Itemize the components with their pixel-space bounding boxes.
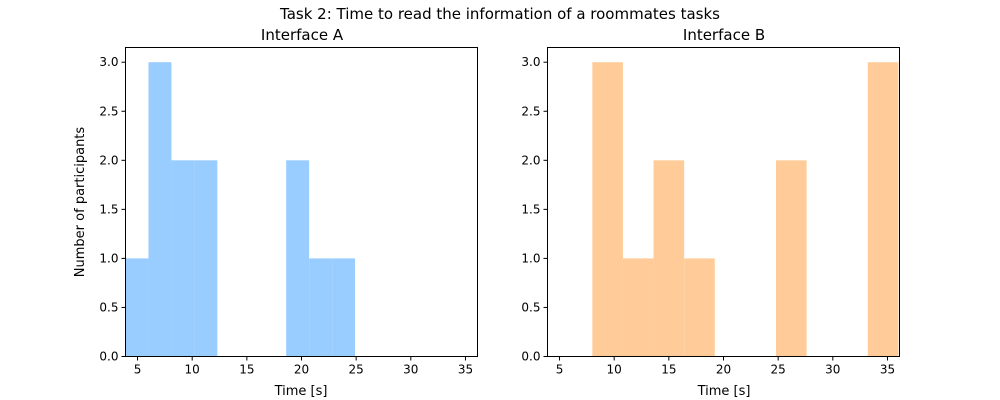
y-tick-label-interface-a: 3.0 <box>99 55 118 69</box>
y-tick-label-interface-a: 1.5 <box>99 202 118 216</box>
x-tick-label-interface-b: 25 <box>771 363 786 377</box>
bar-interface-a-1 <box>148 62 172 357</box>
y-tick-label-interface-b: 3.0 <box>521 55 540 69</box>
x-axis-ticks-interface-a: 5 10 15 20 25 30 35 <box>134 356 473 377</box>
x-tick-label-interface-a: 5 <box>134 363 142 377</box>
bar-interface-b-1 <box>622 258 654 357</box>
bar-interface-b-3 <box>684 258 715 357</box>
x-tick-label-interface-b: 30 <box>825 363 840 377</box>
x-tick-label-interface-a: 15 <box>239 363 254 377</box>
plot-title-interface-b: Interface B <box>683 26 765 44</box>
y-tick-label-interface-a: 2.0 <box>99 153 118 167</box>
x-axis-ticks-interface-b: 5 10 15 20 25 30 35 <box>556 356 895 377</box>
y-axis-ticks-interface-b: 0.0 0.5 1.0 1.5 2.0 2.5 3.0 <box>521 55 548 364</box>
bar-interface-a-0 <box>125 258 149 357</box>
plot-frame-interface-a <box>125 47 478 357</box>
histogram-interface-a: Interface A 5 10 15 20 25 30 35 0.0 0.5 1.0 1.5 2.… <box>73 26 478 399</box>
bars-interface-b <box>592 62 899 357</box>
x-tick-label-interface-a: 20 <box>294 363 309 377</box>
bar-interface-a-3 <box>194 160 218 357</box>
y-tick-label-interface-b: 1.5 <box>521 202 540 216</box>
x-tick-label-interface-a: 35 <box>458 363 473 377</box>
y-tick-label-interface-b: 0.0 <box>521 350 540 364</box>
x-tick-label-interface-b: 20 <box>716 363 731 377</box>
y-tick-label-interface-b: 2.5 <box>521 104 540 118</box>
bar-interface-a-8 <box>309 258 333 357</box>
x-tick-label-interface-b: 10 <box>607 363 622 377</box>
x-tick-label-interface-b: 35 <box>880 363 895 377</box>
y-tick-label-interface-b: 1.0 <box>521 251 540 265</box>
x-tick-label-interface-a: 25 <box>349 363 364 377</box>
x-tick-label-interface-a: 10 <box>185 363 200 377</box>
x-axis-label-interface-b: Time [s] <box>697 384 751 399</box>
y-axis-label-interface-a: Number of participants <box>73 127 88 278</box>
x-axis-label-interface-a: Time [s] <box>274 384 328 399</box>
bar-interface-a-9 <box>332 258 356 357</box>
y-axis-ticks-interface-a: 0.0 0.5 1.0 1.5 2.0 2.5 3.0 <box>99 55 126 364</box>
x-tick-label-interface-b: 5 <box>556 363 564 377</box>
y-tick-label-interface-a: 2.5 <box>99 104 118 118</box>
figure-title: Task 2: Time to read the information of … <box>279 5 720 23</box>
y-tick-label-interface-a: 0.0 <box>99 350 118 364</box>
bar-interface-b-0 <box>592 62 623 357</box>
y-tick-label-interface-a: 0.5 <box>99 300 118 314</box>
y-tick-label-interface-b: 0.5 <box>521 300 540 314</box>
bar-interface-b-6 <box>775 160 807 357</box>
plot-frame-interface-b <box>547 47 900 357</box>
x-tick-label-interface-a: 30 <box>403 363 418 377</box>
bar-interface-a-2 <box>171 160 195 357</box>
histogram-interface-b: Interface B 5 10 15 20 25 30 35 0.0 0.5 1.0 1.5 2.… <box>521 26 900 399</box>
y-tick-label-interface-a: 1.0 <box>99 251 118 265</box>
bar-interface-b-9 <box>867 62 899 357</box>
y-tick-label-interface-b: 2.0 <box>521 153 540 167</box>
bars-interface-a <box>125 62 356 357</box>
x-tick-label-interface-b: 15 <box>661 363 676 377</box>
bar-interface-b-2 <box>653 160 685 357</box>
bar-interface-a-7 <box>286 160 310 357</box>
plot-title-interface-a: Interface A <box>261 26 344 44</box>
